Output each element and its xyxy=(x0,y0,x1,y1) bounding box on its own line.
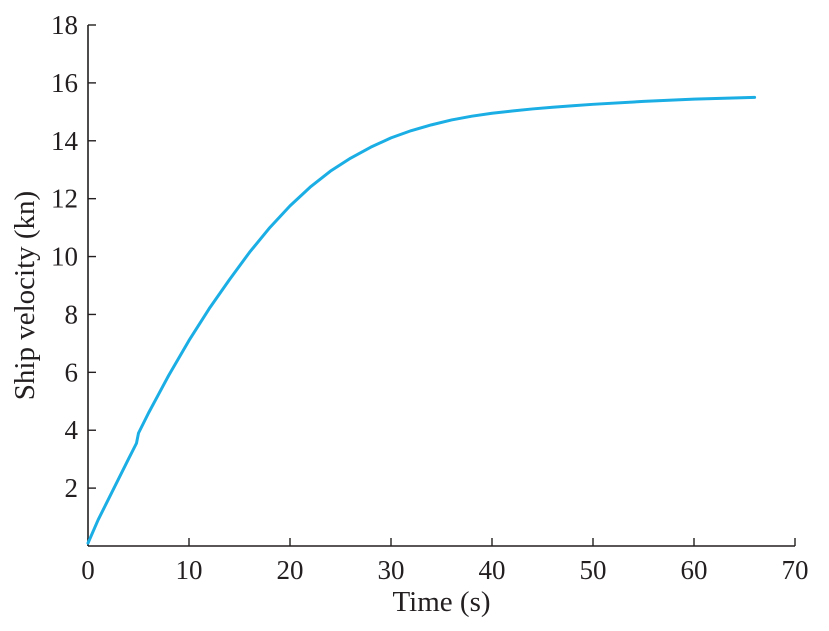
y-tick-label: 2 xyxy=(65,473,79,503)
x-tick-label: 70 xyxy=(782,555,809,585)
series-line xyxy=(86,95,757,545)
x-tick-label: 10 xyxy=(176,555,203,585)
x-ticks: 0 10 20 30 40 50 60 70 xyxy=(81,538,809,585)
x-axis-title: Time (s) xyxy=(392,586,490,618)
y-tick-label: 8 xyxy=(65,299,79,329)
x-tick-label: 20 xyxy=(277,555,304,585)
series-layer xyxy=(86,95,757,545)
y-tick-label: 12 xyxy=(51,184,78,214)
axes xyxy=(87,25,795,547)
y-tick-label: 18 xyxy=(51,10,78,40)
y-tick-label: 4 xyxy=(65,415,79,445)
y-tick-label: 10 xyxy=(51,242,78,272)
x-tick-label: 60 xyxy=(681,555,708,585)
y-ticks: 2 4 6 8 10 12 14 16 18 xyxy=(51,10,96,503)
x-tick-label: 0 xyxy=(81,555,95,585)
x-tick-label: 30 xyxy=(378,555,405,585)
y-tick-label: 6 xyxy=(65,357,79,387)
y-axis-title: Ship velocity (kn) xyxy=(9,191,41,400)
y-tick-label: 14 xyxy=(51,126,79,156)
x-tick-label: 50 xyxy=(580,555,607,585)
y-tick-label: 16 xyxy=(51,68,78,98)
x-tick-label: 40 xyxy=(479,555,506,585)
